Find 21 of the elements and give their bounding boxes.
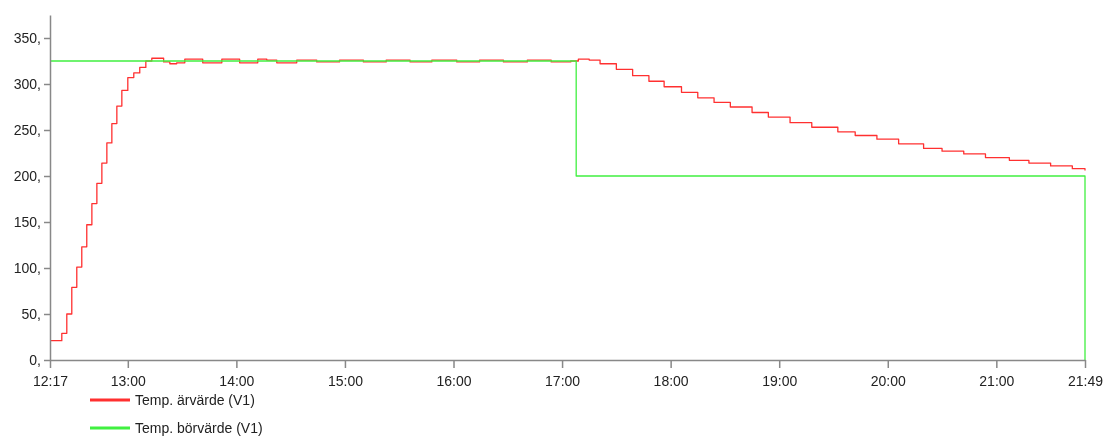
x-tick-label: 18:00	[653, 373, 689, 390]
legend-label: Temp. börvärde (V1)	[135, 420, 263, 436]
x-tick-label: 20:00	[870, 373, 906, 390]
y-tick-label: 0,	[29, 351, 41, 368]
y-tick-label: 350,	[13, 29, 41, 46]
x-tick-label: 12:17	[32, 373, 69, 390]
legend-label: Temp. ärvärde (V1)	[135, 392, 255, 408]
x-tick-label: 13:00	[110, 373, 147, 390]
x-tick-label: 16:00	[436, 373, 472, 390]
y-tick-label: 250,	[13, 121, 41, 138]
y-tick-label: 50,	[21, 305, 41, 322]
x-tick-label: 14:00	[219, 373, 255, 390]
x-tick-label: 17:00	[545, 373, 581, 390]
y-tick-label: 200,	[13, 167, 41, 184]
x-tick-label: 15:00	[327, 373, 364, 390]
y-tick-label: 100,	[13, 259, 41, 276]
x-tick-label: 19:00	[762, 373, 798, 390]
x-tick-label: 21:00	[979, 373, 1015, 390]
y-tick-label: 150,	[13, 213, 41, 230]
x-tick-label: 21:49	[1067, 373, 1104, 390]
y-tick-label: 300,	[13, 75, 41, 92]
